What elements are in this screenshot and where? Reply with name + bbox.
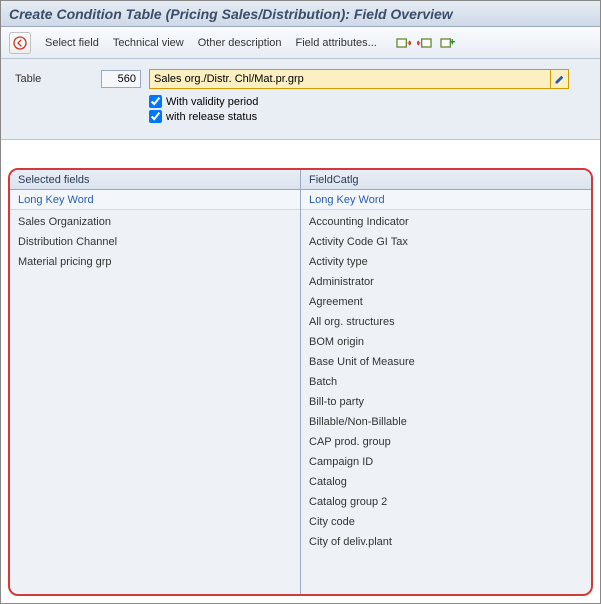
field-panels: Selected fields Long Key Word Sales Orga… (8, 168, 593, 596)
description-input[interactable] (150, 70, 550, 88)
field-catalog-panel: FieldCatlg Long Key Word Accounting Indi… (301, 170, 591, 594)
list-item[interactable]: Distribution Channel (10, 232, 300, 252)
release-status-checkbox[interactable] (149, 110, 162, 123)
form-area: Table With validity period with release … (1, 59, 600, 140)
table-number-input[interactable] (101, 70, 141, 88)
select-field-action[interactable]: Select field (45, 37, 99, 49)
selected-fields-subheader[interactable]: Long Key Word (10, 190, 300, 210)
selected-fields-panel: Selected fields Long Key Word Sales Orga… (10, 170, 301, 594)
list-item[interactable]: Bill-to party (301, 392, 591, 412)
back-arrow-icon (12, 35, 28, 51)
title-bar: Create Condition Table (Pricing Sales/Di… (1, 1, 600, 27)
table-add-icon[interactable] (439, 35, 455, 51)
list-item[interactable]: Billable/Non-Billable (301, 412, 591, 432)
list-item[interactable]: City code (301, 512, 591, 532)
list-item[interactable]: Accounting Indicator (301, 212, 591, 232)
field-catalog-body: Accounting IndicatorActivity Code GI Tax… (301, 210, 591, 594)
list-item[interactable]: Batch (301, 372, 591, 392)
list-item[interactable]: Agreement (301, 292, 591, 312)
field-catalog-subheader[interactable]: Long Key Word (301, 190, 591, 210)
other-description-action[interactable]: Other description (198, 37, 282, 49)
validity-period-label: With validity period (166, 96, 258, 108)
list-item[interactable]: Sales Organization (10, 212, 300, 232)
page-title: Create Condition Table (Pricing Sales/Di… (9, 6, 453, 22)
list-item[interactable]: All org. structures (301, 312, 591, 332)
table-label: Table (15, 73, 101, 85)
list-item[interactable]: City of deliv.plant (301, 532, 591, 552)
release-status-label: with release status (166, 111, 257, 123)
list-item[interactable]: Catalog group 2 (301, 492, 591, 512)
field-attributes-action[interactable]: Field attributes... (296, 37, 377, 49)
field-catalog-header: FieldCatlg (301, 170, 591, 190)
technical-view-action[interactable]: Technical view (113, 37, 184, 49)
toolbar: Select field Technical view Other descri… (1, 27, 600, 59)
list-item[interactable]: BOM origin (301, 332, 591, 352)
list-item[interactable]: Campaign ID (301, 452, 591, 472)
edit-description-icon[interactable] (550, 70, 568, 88)
list-item[interactable]: Base Unit of Measure (301, 352, 591, 372)
description-field-wrap (149, 69, 569, 89)
table-in-icon[interactable] (395, 35, 411, 51)
list-item[interactable]: Activity Code GI Tax (301, 232, 591, 252)
selected-fields-header: Selected fields (10, 170, 300, 190)
toolbar-icons (395, 35, 455, 51)
validity-period-checkbox[interactable] (149, 95, 162, 108)
list-item[interactable]: Material pricing grp (10, 252, 300, 272)
selected-fields-body: Sales OrganizationDistribution ChannelMa… (10, 210, 300, 594)
back-button[interactable] (9, 32, 31, 54)
list-item[interactable]: Activity type (301, 252, 591, 272)
list-item[interactable]: CAP prod. group (301, 432, 591, 452)
table-out-icon[interactable] (417, 35, 433, 51)
list-item[interactable]: Administrator (301, 272, 591, 292)
list-item[interactable]: Catalog (301, 472, 591, 492)
